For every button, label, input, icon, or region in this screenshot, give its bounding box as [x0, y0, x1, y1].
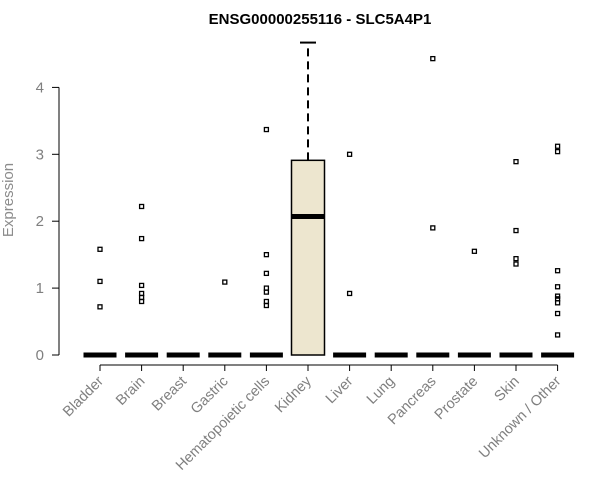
box-group: [290, 41, 326, 356]
outlier-point: [138, 282, 145, 289]
y-tick-label: 1: [36, 280, 44, 297]
y-tick-label: 2: [36, 213, 44, 230]
box-group: [457, 248, 491, 358]
outlier-point: [554, 143, 561, 149]
box-group: [541, 143, 575, 358]
x-tick-label: Liver: [323, 373, 357, 407]
y-tick-label: 4: [36, 79, 44, 96]
plot-area: [83, 41, 575, 358]
box-group: [416, 55, 450, 358]
y-tick-label: 0: [36, 347, 44, 364]
outlier-point: [513, 261, 519, 267]
y-axis-label: Expression: [0, 163, 17, 237]
x-tick-label: Lung: [364, 374, 398, 408]
outlier-point: [138, 290, 145, 297]
x-tick-label: Brain: [113, 374, 148, 409]
outlier-point: [554, 268, 561, 274]
box-group: [208, 279, 242, 358]
outlier-point: [554, 332, 561, 338]
box-group: [333, 151, 367, 358]
outlier-point: [97, 278, 103, 285]
box-body: [290, 159, 326, 356]
outlier-point: [346, 151, 353, 157]
y-axis: 0 1 2 3 4: [36, 79, 60, 364]
outlier-point: [471, 248, 478, 254]
x-tick-label: Kidney: [272, 373, 315, 416]
outlier-point: [554, 148, 561, 155]
outlier-point: [513, 159, 519, 165]
outlier-point: [138, 203, 145, 210]
box-group: [249, 126, 283, 358]
box-group: [499, 159, 533, 358]
outlier-point: [430, 55, 436, 62]
x-tick-label: Skin: [492, 374, 523, 405]
x-tick-label: Breast: [149, 374, 190, 415]
outlier-point: [138, 235, 145, 242]
outlier-point: [513, 227, 519, 234]
outlier-point: [513, 256, 519, 262]
box-group: [83, 246, 117, 358]
chart-title: ENSG00000255116 - SLC5A4P1: [209, 11, 432, 28]
outlier-point: [554, 310, 561, 317]
outlier-point: [97, 304, 103, 310]
y-tick-label: 3: [36, 146, 44, 163]
outlier-point: [263, 298, 270, 305]
outlier-point: [263, 251, 270, 258]
outlier-point: [430, 225, 436, 231]
outlier-point: [222, 279, 228, 285]
x-tick-label: Bladder: [60, 373, 107, 420]
outlier-point: [263, 270, 270, 277]
outlier-point: [263, 285, 270, 291]
box-group: [125, 203, 159, 358]
outlier-point: [346, 290, 353, 297]
outlier-point: [554, 296, 561, 302]
outlier-point: [554, 293, 561, 299]
outlier-point: [554, 284, 561, 290]
outlier-point: [263, 126, 270, 133]
outlier-point: [97, 246, 103, 252]
x-tick-label: Prostate: [432, 374, 481, 423]
